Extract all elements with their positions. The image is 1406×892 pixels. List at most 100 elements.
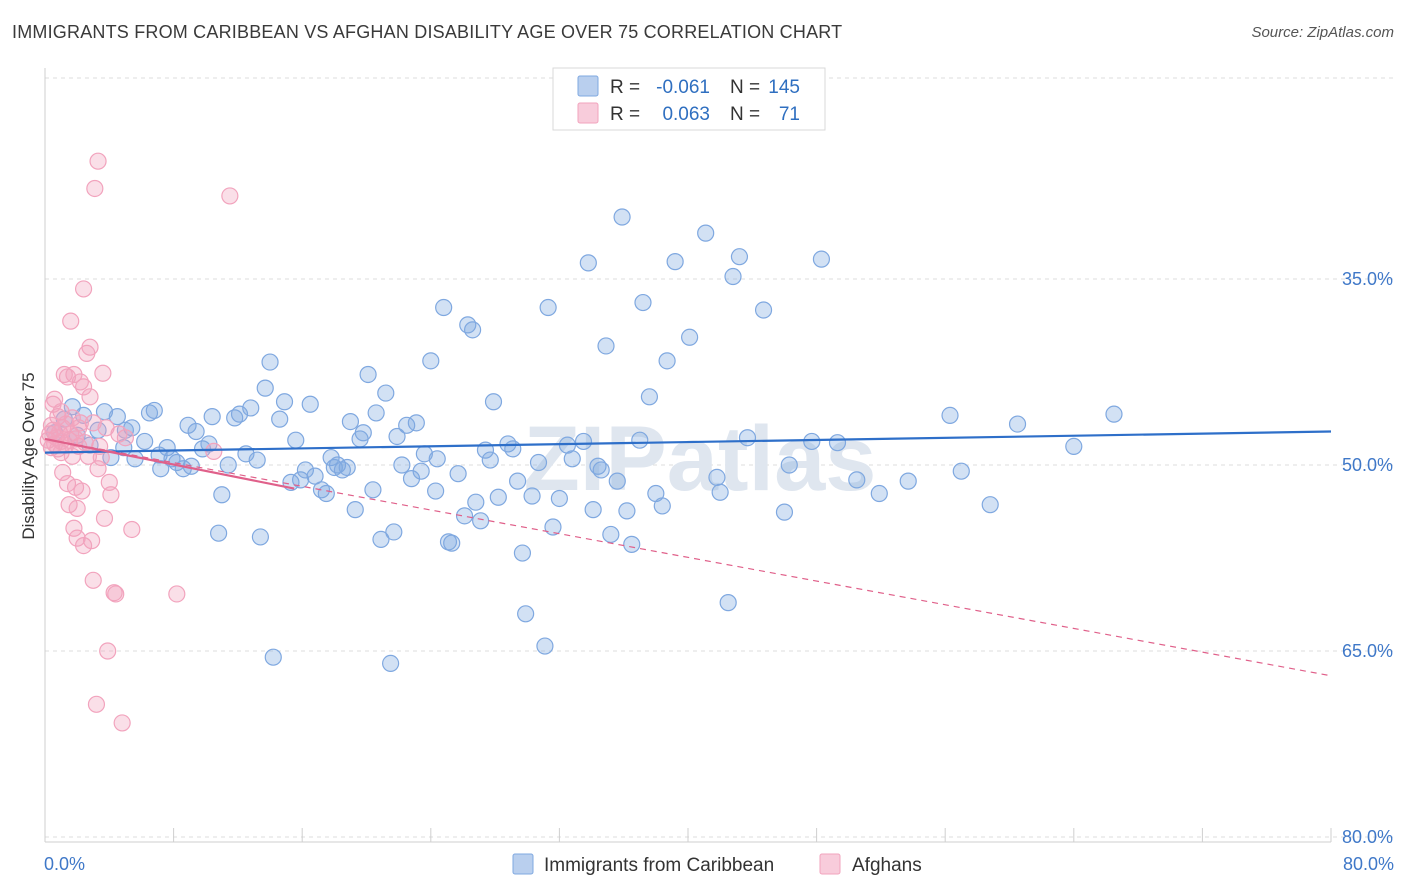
data-point-afghans bbox=[84, 571, 102, 589]
data-point-afghans bbox=[68, 499, 86, 517]
legend-swatch-afghans bbox=[577, 102, 599, 124]
legend-r-value: 0.063 bbox=[662, 104, 710, 125]
data-point-caribbean bbox=[219, 456, 237, 474]
data-point-caribbean bbox=[364, 481, 382, 499]
data-point-caribbean bbox=[653, 497, 671, 515]
data-point-caribbean bbox=[463, 321, 482, 339]
data-point-caribbean bbox=[899, 472, 917, 490]
trendline-afghans-extended bbox=[44, 438, 1332, 677]
y-tick-label: 35.0% bbox=[1342, 269, 1393, 289]
data-point-caribbean bbox=[412, 462, 430, 480]
data-point-caribbean bbox=[504, 440, 522, 458]
legend-n-value: 145 bbox=[768, 77, 800, 98]
data-point-caribbean bbox=[529, 453, 548, 472]
legend-n-label: N = bbox=[730, 104, 760, 125]
data-point-caribbean bbox=[449, 465, 467, 483]
data-point-afghans bbox=[73, 482, 91, 500]
data-point-afghans bbox=[60, 496, 78, 514]
data-point-caribbean bbox=[681, 328, 699, 346]
data-point-caribbean bbox=[467, 493, 485, 511]
data-point-caribbean bbox=[296, 461, 315, 479]
data-point-caribbean bbox=[388, 427, 406, 446]
data-point-caribbean bbox=[443, 534, 461, 552]
trendline-caribbean bbox=[44, 430, 1332, 454]
data-point-afghans bbox=[74, 378, 93, 396]
data-point-caribbean bbox=[472, 512, 490, 530]
data-point-afghans bbox=[95, 509, 114, 527]
data-point-caribbean bbox=[481, 451, 499, 469]
data-point-afghans bbox=[55, 365, 73, 384]
data-point-caribbean bbox=[544, 518, 562, 536]
data-point-caribbean bbox=[613, 208, 631, 226]
data-point-caribbean bbox=[941, 406, 959, 424]
data-point-caribbean bbox=[459, 316, 477, 334]
data-point-caribbean bbox=[658, 352, 676, 370]
data-point-afghans bbox=[100, 473, 118, 491]
data-point-caribbean bbox=[248, 451, 266, 469]
data-point-caribbean bbox=[579, 254, 597, 272]
data-point-caribbean bbox=[803, 432, 821, 451]
data-point-caribbean bbox=[666, 253, 684, 271]
data-point-caribbean bbox=[812, 250, 831, 268]
data-point-caribbean bbox=[287, 431, 305, 449]
legend: R = -0.061 N = 145 R = 0.063 N = 71 bbox=[552, 67, 826, 131]
data-point-afghans bbox=[81, 388, 99, 406]
data-point-caribbean bbox=[623, 535, 641, 553]
data-point-caribbean bbox=[367, 404, 385, 422]
data-point-caribbean bbox=[108, 408, 126, 426]
data-point-afghans bbox=[87, 695, 106, 713]
data-point-afghans bbox=[99, 642, 117, 660]
y-axis-ticks: 35.0% 50.0% 65.0% 80.0% bbox=[1342, 269, 1393, 847]
data-point-caribbean bbox=[338, 458, 356, 477]
data-point-caribbean bbox=[870, 484, 888, 503]
data-point-caribbean bbox=[145, 401, 163, 420]
data-point-caribbean bbox=[634, 293, 652, 312]
data-point-afghans bbox=[58, 475, 77, 493]
data-point-caribbean bbox=[952, 462, 970, 480]
data-point-afghans bbox=[57, 415, 75, 433]
data-point-caribbean bbox=[271, 410, 289, 428]
data-point-caribbean bbox=[385, 523, 403, 541]
data-point-afghans bbox=[123, 520, 141, 539]
data-point-afghans bbox=[54, 463, 72, 482]
data-point-afghans bbox=[221, 187, 239, 205]
axes bbox=[44, 68, 1332, 843]
data-point-caribbean bbox=[584, 501, 602, 519]
data-point-caribbean bbox=[489, 488, 507, 506]
source-note: Source: ZipAtlas.com bbox=[1251, 24, 1394, 41]
data-point-caribbean bbox=[828, 434, 847, 452]
watermark: ZIPatlas bbox=[524, 408, 877, 510]
data-point-caribbean bbox=[140, 404, 159, 422]
data-point-caribbean bbox=[317, 484, 335, 503]
legend-r-label: R = bbox=[610, 104, 640, 125]
legend-r-value: -0.061 bbox=[656, 77, 710, 98]
data-point-caribbean bbox=[1105, 405, 1123, 423]
y-axis-label: Disability Age Over 75 bbox=[19, 372, 38, 539]
data-point-afghans bbox=[81, 338, 99, 356]
data-point-afghans bbox=[71, 414, 89, 432]
data-point-caribbean bbox=[1065, 437, 1083, 455]
data-point-caribbean bbox=[754, 301, 773, 319]
data-point-caribbean bbox=[427, 482, 445, 500]
data-point-caribbean bbox=[354, 424, 372, 442]
data-point-caribbean bbox=[711, 483, 729, 501]
bottom-legend-swatch-caribbean bbox=[512, 853, 534, 875]
data-point-caribbean bbox=[435, 298, 453, 317]
bottom-legend: Immigrants from Caribbean Afghans bbox=[512, 853, 922, 876]
data-point-caribbean bbox=[455, 507, 474, 525]
data-point-caribbean bbox=[210, 524, 228, 542]
data-point-caribbean bbox=[377, 384, 395, 402]
data-point-caribbean bbox=[242, 399, 260, 417]
data-point-caribbean bbox=[513, 544, 532, 562]
data-point-caribbean bbox=[341, 413, 360, 431]
data-point-afghans bbox=[116, 429, 134, 447]
chart-title: IMMIGRANTS FROM CARIBBEAN VS AFGHAN DISA… bbox=[12, 22, 843, 42]
y-tick-label: 65.0% bbox=[1342, 641, 1393, 661]
data-point-caribbean bbox=[251, 528, 270, 546]
data-point-caribbean bbox=[203, 408, 221, 426]
data-point-caribbean bbox=[536, 637, 554, 655]
data-point-caribbean bbox=[136, 432, 154, 451]
data-point-afghans bbox=[94, 364, 112, 382]
data-point-afghans bbox=[168, 585, 186, 603]
data-point-caribbean bbox=[256, 379, 274, 397]
